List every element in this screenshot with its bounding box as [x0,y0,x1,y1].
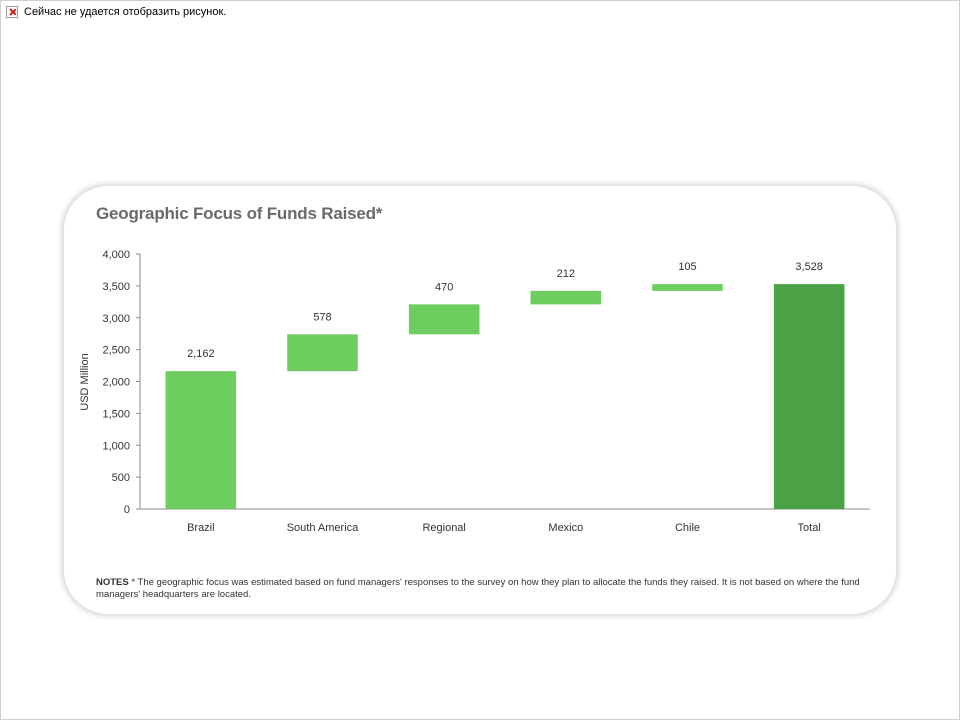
y-tick-label: 0 [124,504,130,516]
x-tick-label: Chile [675,522,700,534]
bar-brazil [165,371,237,509]
notes-label: NOTES [96,577,129,588]
x-tick-label: Regional [422,522,465,534]
data-labels: 2,162 578 470 212 105 3,528 [187,261,823,360]
waterfall-chart: USD Million 0 500 1,000 1,500 2,000 2,500 3,00… [79,249,870,534]
broken-image-notice: Сейчас не удается отобразить рисунок. [6,6,226,18]
y-tick-label: 4,000 [102,249,130,261]
y-tick-label: 1,000 [102,440,130,452]
data-label: 470 [435,281,453,293]
y-tick-label: 500 [112,472,130,484]
broken-image-icon [6,6,18,18]
data-label: 2,162 [187,348,215,360]
y-tick-label: 3,500 [102,281,130,293]
data-label: 578 [313,311,331,323]
data-label: 105 [678,261,696,273]
y-axis-label: USD Million [79,353,91,410]
y-tick-label: 2,500 [102,345,130,357]
y-ticks: 0 500 1,000 1,500 2,000 2,500 3,000 3,500 4,000 [102,249,140,516]
broken-image-message: Сейчас не удается отобразить рисунок. [24,6,227,18]
x-tick-labels: Brazil South America Regional Mexico Chile To… [187,522,821,534]
chart-notes: NOTES * The geographic focus was estimat… [96,577,876,601]
y-tick-label: 3,000 [102,313,130,325]
bar-south-america [287,334,358,372]
bar-total [773,284,845,509]
data-label: 3,528 [795,261,823,273]
notes-text: * The geographic focus was estimated bas… [96,577,860,600]
data-label: 212 [557,268,575,280]
y-tick-label: 1,500 [102,408,130,420]
x-tick-label: Brazil [187,522,215,534]
bars [165,284,845,509]
bar-mexico [530,290,602,305]
x-tick-label: South America [287,522,359,534]
chart-title: Geographic Focus of Funds Raised* [96,204,383,223]
y-tick-label: 2,000 [102,377,130,389]
bar-regional [408,304,480,335]
x-tick-label: Total [798,522,821,534]
bar-chile [652,284,723,291]
x-tick-label: Mexico [548,522,583,534]
